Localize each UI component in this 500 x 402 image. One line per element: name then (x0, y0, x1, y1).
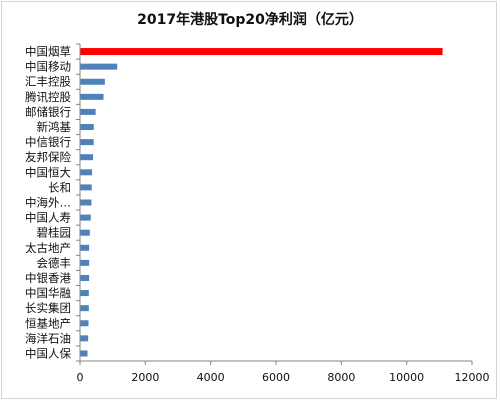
bar-12 (80, 214, 91, 221)
bar-8 (80, 154, 94, 161)
category-label: 新鸿基 (37, 120, 72, 134)
category-label: 中国恒大 (25, 165, 71, 179)
category-label: 中国烟草 (25, 45, 71, 59)
bar-2 (80, 63, 118, 70)
bar-9 (80, 169, 93, 176)
category-label: 邮储银行 (25, 105, 71, 119)
bar-15 (80, 259, 90, 266)
category-label: 汇丰控股 (25, 75, 71, 89)
axes-layer (76, 43, 473, 365)
tick-labels: 0 2000 4000 6000 8000 10000 12000 (77, 371, 490, 384)
category-label: 中国移动 (25, 60, 71, 74)
x-tick-label: 10000 (389, 371, 424, 384)
bar-18 (80, 305, 89, 312)
category-label: 会德丰 (37, 256, 72, 270)
x-tick-label: 8000 (327, 371, 355, 384)
bar-19 (80, 320, 89, 327)
bar-1 (80, 48, 443, 56)
category-label: 长和 (48, 180, 71, 194)
bar-5 (80, 108, 96, 115)
category-label: 海洋石油 (25, 331, 71, 345)
x-tick-label: 12000 (455, 371, 490, 384)
bar-6 (80, 124, 94, 131)
category-label: 中国人寿 (25, 211, 71, 225)
bar-4 (80, 93, 104, 100)
category-label: 友邦保险 (25, 150, 71, 164)
bar-13 (80, 229, 90, 236)
bar-17 (80, 290, 89, 297)
category-label: 碧桂园 (37, 226, 72, 240)
x-tick-label: 4000 (197, 371, 225, 384)
chart-title: 2017年港股Top20净利润（亿元） (137, 12, 363, 28)
category-label: 恒基地产 (25, 316, 71, 330)
category-label: 中银香港 (25, 271, 71, 285)
category-label: 长实集团 (25, 301, 71, 315)
bar-7 (80, 139, 94, 146)
bar-21 (80, 350, 88, 357)
category-label: 中海外… (25, 196, 71, 210)
bar-3 (80, 78, 105, 85)
bars-layer (80, 48, 443, 357)
x-tick-label: 0 (77, 371, 84, 384)
x-tick-label: 6000 (262, 371, 290, 384)
bar-11 (80, 199, 92, 206)
category-label: 中信银行 (25, 135, 71, 149)
category-label: 中国人保 (25, 346, 71, 360)
bar-14 (80, 244, 90, 251)
bar-10 (80, 184, 92, 191)
bar-20 (80, 335, 89, 342)
category-label: 中国华融 (25, 286, 71, 300)
category-labels: 中国烟草中国移动汇丰控股腾讯控股邮储银行新鸿基中信银行友邦保险中国恒大长和中海外… (25, 45, 71, 361)
category-label: 腾讯控股 (25, 90, 71, 104)
x-tick-label: 2000 (131, 371, 159, 384)
category-label: 太古地产 (25, 241, 71, 255)
bar-16 (80, 274, 90, 281)
